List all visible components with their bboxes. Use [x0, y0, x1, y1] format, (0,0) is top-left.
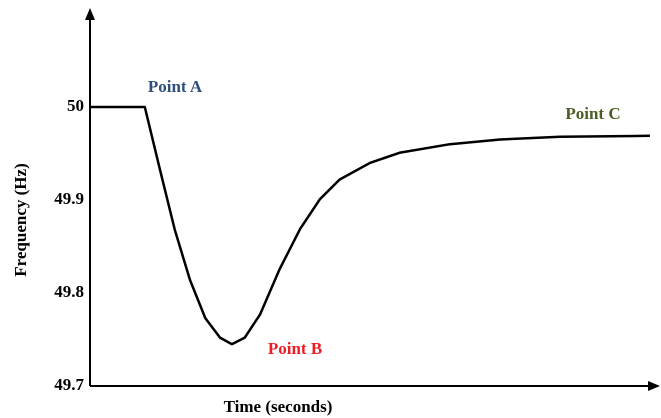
y-axis-arrow	[85, 8, 95, 20]
y-axis-title: Frequency (Hz)	[11, 163, 30, 276]
y-tick-label: 49.9	[54, 189, 84, 208]
y-tick-label: 49.8	[54, 282, 84, 301]
x-axis-arrow	[648, 381, 660, 391]
y-tick-label: 49.7	[54, 375, 84, 394]
annotation: Point C	[565, 104, 620, 123]
y-tick-label: 50	[67, 96, 84, 115]
annotation: Point A	[148, 77, 203, 96]
annotation: Point B	[268, 339, 322, 358]
x-axis-title: Time (seconds)	[224, 397, 333, 416]
frequency-line	[90, 105, 650, 346]
